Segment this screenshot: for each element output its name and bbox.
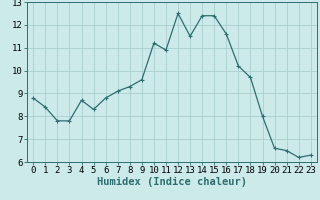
X-axis label: Humidex (Indice chaleur): Humidex (Indice chaleur) — [97, 177, 247, 187]
